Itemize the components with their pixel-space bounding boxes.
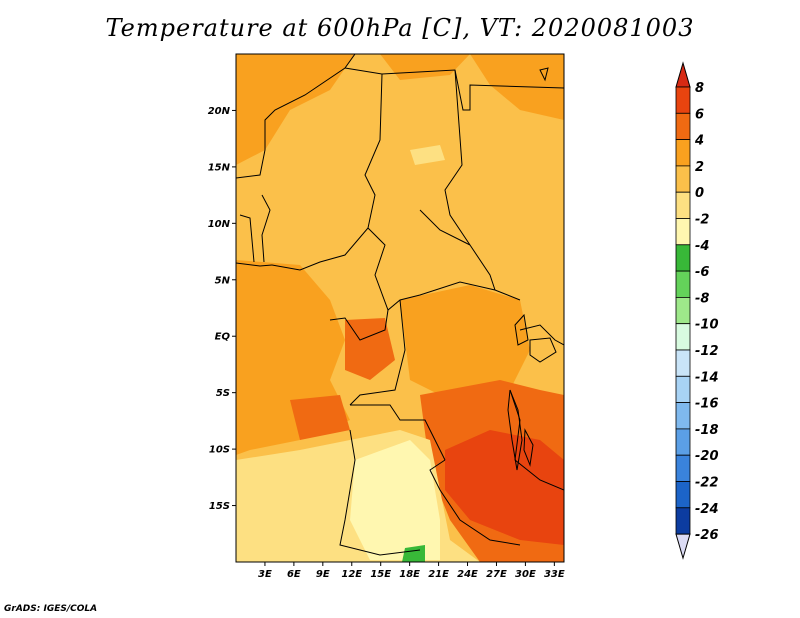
colorbar-label: -26 (695, 528, 719, 543)
lat-tick-label: 20N (208, 106, 231, 117)
lat-tick-label: 5N (215, 275, 231, 286)
colorbar-label: -4 (695, 239, 709, 254)
colorbar-label: -20 (695, 449, 719, 464)
colorbar-label: -18 (695, 423, 719, 438)
colorbar-segment (675, 86, 691, 114)
colorbar-segment (675, 454, 691, 482)
colorbar-segment (675, 323, 691, 351)
lat-tick-label: EQ (215, 332, 231, 343)
lat-tick-label: 15N (208, 162, 231, 173)
colorbar-segment (675, 296, 691, 325)
lon-tick-label: 24E (457, 569, 478, 580)
colorbar: 8 6 4 2 0 -2 -4 -6 -8 -10 -12 -14 -16 -18 -20 -22 -24 -26 (675, 61, 719, 560)
lon-tick-label: 12E (341, 569, 362, 580)
colorbar-segment (675, 139, 691, 167)
colorbar-segment (675, 165, 691, 193)
temperature-field (236, 54, 564, 562)
lakes (507, 67, 557, 471)
colorbar-label: 8 (695, 81, 704, 96)
colorbar-label: -24 (695, 502, 719, 517)
colorbar-segment (675, 270, 691, 298)
lon-tick-label: 9E (316, 569, 330, 580)
longitude-axis: 3E 6E 9E 12E 15E 18E 21E 24E 27E 30E 33E (258, 562, 565, 580)
colorbar-label: -2 (695, 213, 709, 228)
lon-tick-label: 18E (399, 569, 420, 580)
lon-tick-label: 27E (486, 569, 507, 580)
lon-tick-label: 30E (515, 569, 536, 580)
colorbar-bottom-arrow (675, 533, 691, 560)
lat-tick-label: 5S (216, 388, 230, 399)
colorbar-label: -12 (695, 344, 719, 359)
lon-tick-label: 6E (287, 569, 301, 580)
colorbar-label: -22 (695, 476, 719, 491)
lat-tick-label: 15S (209, 501, 230, 512)
colorbar-segment (675, 112, 691, 141)
colorbar-segment (675, 481, 691, 509)
lat-tick-label: 10N (208, 219, 231, 230)
colorbar-label: 2 (695, 160, 704, 175)
colorbar-segment (675, 349, 691, 377)
colorbar-top-arrow (675, 61, 691, 88)
lon-tick-label: 33E (544, 569, 565, 580)
colorbar-segment (675, 428, 691, 456)
latitude-axis: 20N 15N 10N 5N EQ 5S 10S 15S (208, 106, 236, 512)
colorbar-label: 6 (695, 107, 704, 122)
colorbar-segment (675, 507, 691, 535)
colorbar-label: 4 (694, 134, 704, 149)
colorbar-label: -6 (695, 265, 709, 280)
lon-tick-label: 15E (370, 569, 391, 580)
colorbar-segment (675, 218, 691, 246)
colorbar-segment (675, 402, 691, 430)
colorbar-segment (675, 244, 691, 272)
grads-credit: GrADS: IGES/COLA (4, 604, 98, 614)
colorbar-label: -16 (695, 397, 719, 412)
lon-tick-label: 21E (428, 569, 449, 580)
colorbar-segment (675, 191, 691, 219)
colorbar-label: -8 (695, 291, 709, 306)
lat-tick-label: 10S (209, 445, 230, 456)
map-title: Temperature at 600hPa [C], VT: 202008100… (105, 14, 695, 42)
lon-tick-label: 3E (258, 569, 272, 580)
colorbar-segment (675, 375, 691, 403)
colorbar-label: -14 (695, 370, 719, 385)
map-frame (235, 53, 565, 563)
colorbar-label: -10 (695, 318, 719, 333)
colorbar-label: 0 (695, 186, 704, 201)
